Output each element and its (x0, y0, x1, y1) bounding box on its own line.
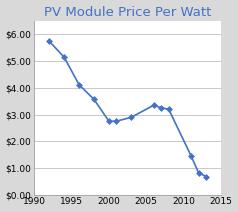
Title: PV Module Price Per Watt: PV Module Price Per Watt (44, 6, 211, 19)
